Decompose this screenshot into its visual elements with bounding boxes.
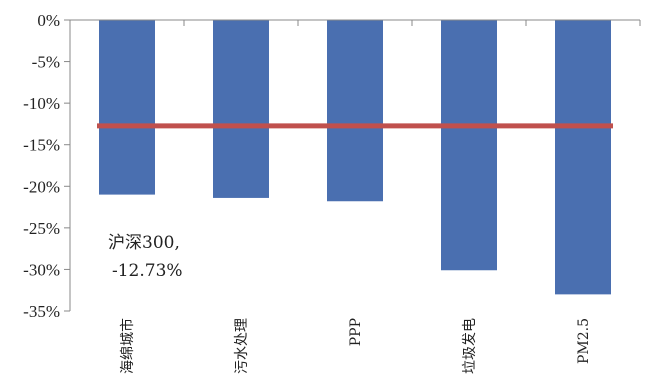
category-label: 海绵城市 xyxy=(119,318,136,374)
bar xyxy=(213,20,269,198)
category-label: 垃圾发电 xyxy=(462,318,478,374)
y-tick-label: -20% xyxy=(23,177,60,196)
y-axis-ticks: 0% -5% -10% -15% -20% -25% -30% -35% xyxy=(23,11,70,321)
category-label: PM2.5 xyxy=(576,318,592,364)
annotation-line-2: -12.73% xyxy=(112,261,183,281)
y-tick-label: 0% xyxy=(37,11,60,30)
category-label: PPP xyxy=(348,318,364,346)
y-tick-label: -10% xyxy=(23,94,60,113)
bars xyxy=(99,20,611,295)
y-tick-label: -15% xyxy=(23,136,60,155)
bar xyxy=(441,20,497,271)
bar xyxy=(327,20,383,202)
axes xyxy=(69,19,641,311)
bar xyxy=(99,20,155,195)
y-tick-label: -30% xyxy=(23,260,60,279)
category-label: 污水处理 xyxy=(234,318,250,374)
y-tick-label: -25% xyxy=(23,219,60,238)
annotation-line-1: 沪深300, xyxy=(108,233,180,253)
y-tick-label: -35% xyxy=(23,302,60,321)
y-tick-label: -5% xyxy=(32,53,60,72)
category-labels: 海绵城市 污水处理 PPP 垃圾发电 PM2.5 xyxy=(119,318,592,374)
bar xyxy=(555,20,611,295)
